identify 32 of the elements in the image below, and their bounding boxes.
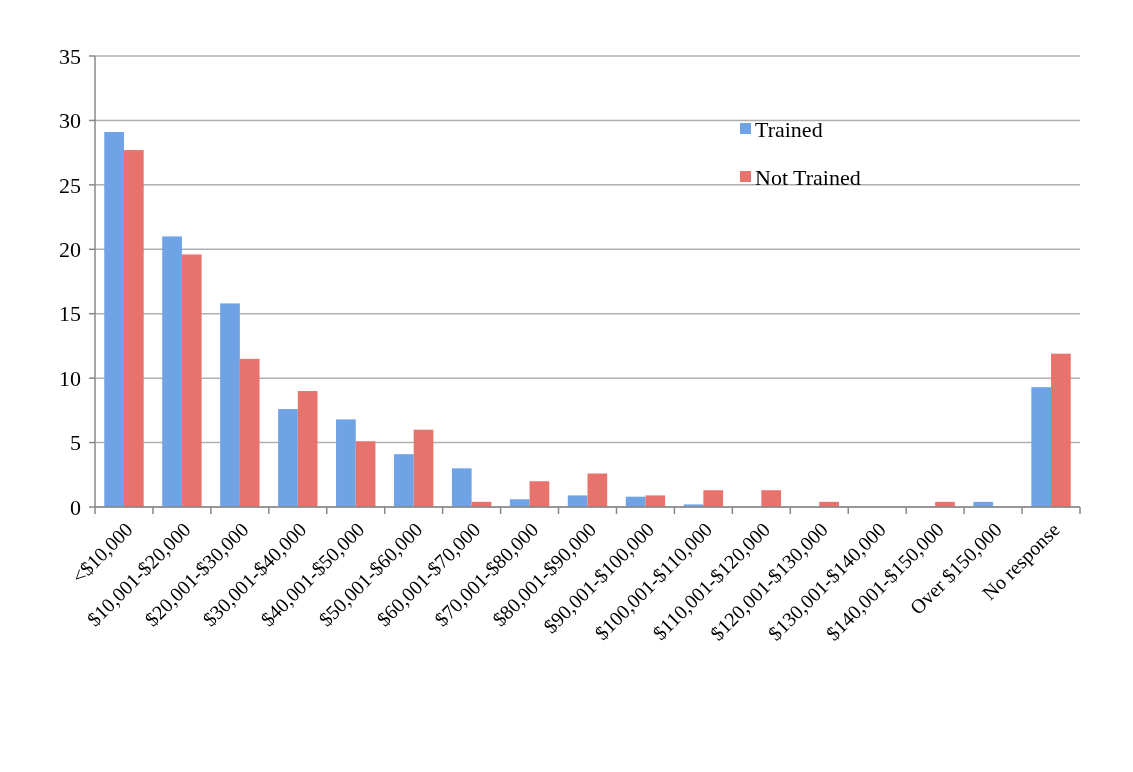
bar <box>1031 387 1052 507</box>
bar <box>239 358 260 507</box>
y-tick-label: 10 <box>59 365 81 391</box>
bar <box>355 441 376 507</box>
y-tick-label: 30 <box>59 108 81 134</box>
y-tick-label: 5 <box>70 430 81 456</box>
bar <box>703 490 724 507</box>
bar <box>587 473 608 507</box>
bar <box>336 419 356 507</box>
bar <box>567 495 588 507</box>
bar <box>123 150 144 507</box>
bar <box>181 254 202 507</box>
bar <box>529 481 550 507</box>
bar <box>104 132 124 507</box>
bar <box>220 303 240 507</box>
bar <box>451 468 472 507</box>
y-tick-label: 25 <box>59 172 81 198</box>
bar <box>162 236 182 507</box>
legend-label: Trained <box>755 116 823 142</box>
legend-label: Not Trained <box>755 164 861 190</box>
bar <box>645 495 666 507</box>
bar <box>761 490 782 507</box>
y-tick-label: 20 <box>59 236 81 262</box>
bar <box>413 429 434 507</box>
y-tick-label: 0 <box>70 494 81 520</box>
y-tick-label: 35 <box>59 43 81 69</box>
bar <box>509 499 530 507</box>
bar <box>1051 353 1071 507</box>
bar <box>393 454 414 507</box>
y-tick-label: 15 <box>59 301 81 327</box>
bar <box>297 391 318 507</box>
bar <box>278 409 298 507</box>
